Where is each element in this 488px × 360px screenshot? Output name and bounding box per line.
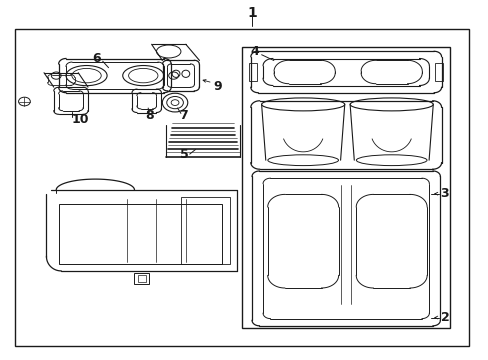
Text: 1: 1 (246, 6, 256, 20)
Text: 4: 4 (250, 45, 259, 58)
Text: 5: 5 (180, 148, 189, 161)
Bar (15, 29, 468, 346)
Text: 8: 8 (144, 109, 153, 122)
Text: 3: 3 (440, 187, 448, 200)
Text: 6: 6 (92, 52, 101, 65)
Bar (134, 273, 149, 284)
Text: 2: 2 (440, 311, 448, 324)
Bar (434, 63, 442, 81)
Text: 9: 9 (213, 80, 222, 93)
Bar (181, 197, 229, 264)
Text: 7: 7 (179, 109, 187, 122)
Bar (249, 63, 257, 81)
Bar (59, 204, 222, 264)
Bar (138, 275, 145, 282)
Text: 10: 10 (72, 113, 89, 126)
Bar (242, 47, 449, 328)
